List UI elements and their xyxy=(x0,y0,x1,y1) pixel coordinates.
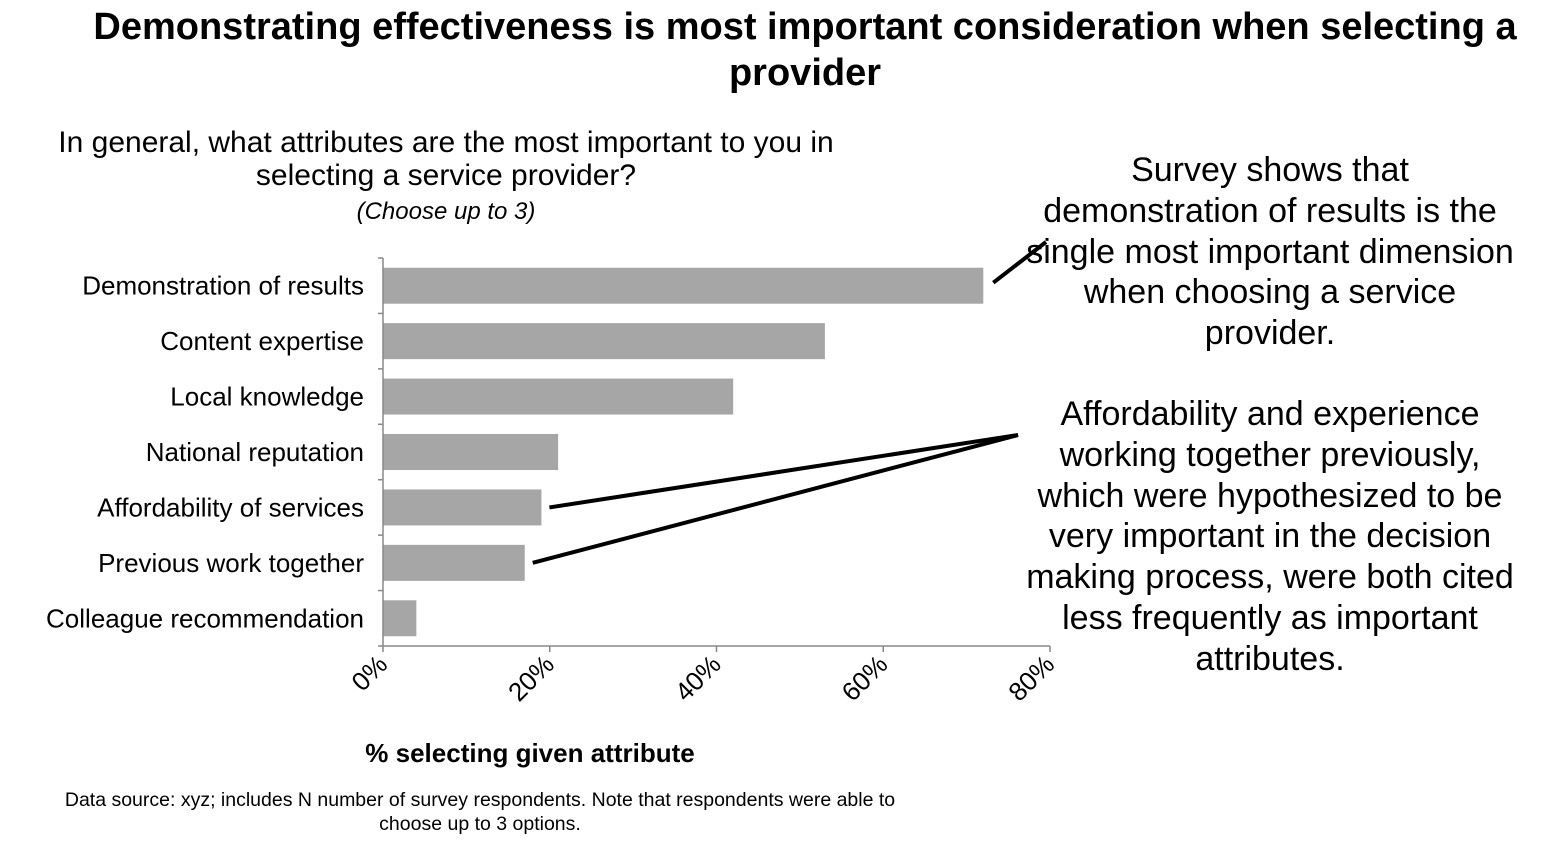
category-label: Colleague recommendation xyxy=(46,603,364,633)
category-label: Content expertise xyxy=(160,326,364,356)
leader-line xyxy=(549,433,1019,510)
chart-title: In general, what attributes are the most… xyxy=(58,126,834,192)
x-tick-label: 20% xyxy=(502,649,560,707)
callout-results: Survey shows that demonstration of resul… xyxy=(1026,151,1514,353)
leader-line xyxy=(532,433,1019,565)
category-label: Previous work together xyxy=(98,548,364,578)
category-label: Local knowledge xyxy=(170,382,364,412)
bar xyxy=(383,378,734,415)
leader-line xyxy=(992,240,1048,285)
x-tick-label: 60% xyxy=(835,649,893,707)
headline: Demonstrating effectiveness is most impo… xyxy=(93,6,1517,94)
x-axis-label: % selecting given attribute xyxy=(365,738,695,768)
bar xyxy=(383,489,542,526)
x-tick-label: 0% xyxy=(345,649,393,697)
x-tick-label: 40% xyxy=(669,649,727,707)
bar xyxy=(383,267,984,304)
bar xyxy=(383,544,525,581)
callout-affordability: Affordability and experience working tog… xyxy=(1026,395,1514,678)
category-label: National reputation xyxy=(146,437,364,467)
chart-subtitle: (Choose up to 3) xyxy=(356,198,536,225)
category-label: Demonstration of results xyxy=(82,271,364,301)
category-label: Affordability of services xyxy=(97,492,364,522)
bar xyxy=(383,323,825,360)
footnote: Data source: xyz; includes N number of s… xyxy=(64,789,896,835)
bar xyxy=(383,600,417,637)
bar xyxy=(383,434,559,470)
